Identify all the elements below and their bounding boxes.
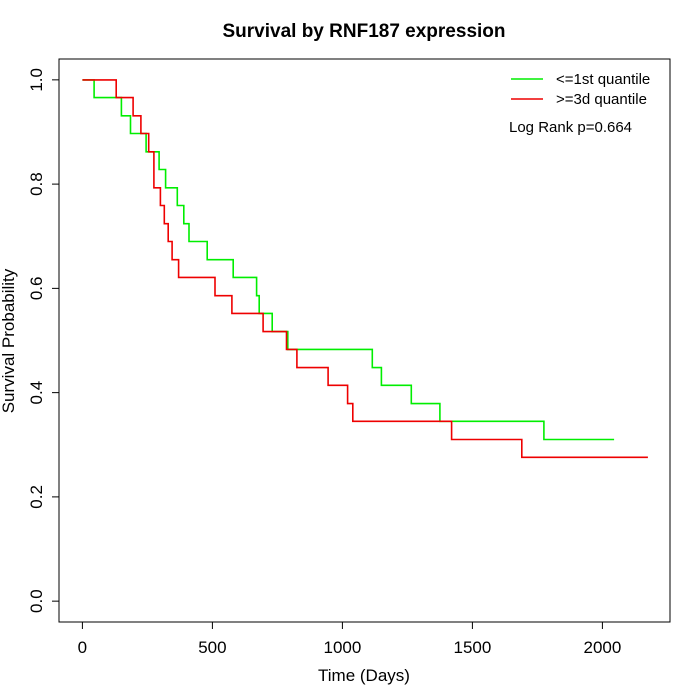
legend-label: >=3d quantile: [556, 91, 647, 108]
series-layer: [82, 79, 648, 459]
legend: <=1st quantile >=3d quantile: [511, 71, 650, 108]
y-axis: 0.0 0.2 0.4 0.6 0.8 1.0: [27, 68, 60, 613]
x-axis: 0 500 1000 1500 2000: [78, 621, 621, 657]
chart-title: Survival by RNF187 expression: [222, 21, 505, 42]
y-tick-label: 0.8: [27, 172, 46, 196]
x-tick-label: 1500: [453, 638, 491, 657]
x-axis-label: Time (Days): [318, 666, 410, 685]
log-rank-annotation: Log Rank p=0.664: [509, 119, 632, 136]
y-axis-label: Survival Probability: [0, 268, 18, 413]
y-tick-label: 0.0: [27, 589, 46, 613]
y-tick-label: 0.2: [27, 485, 46, 509]
x-tick-label: 2000: [583, 638, 621, 657]
legend-label: <=1st quantile: [556, 71, 650, 88]
y-tick-label: 0.4: [27, 381, 46, 405]
series-line-2: [82, 79, 648, 459]
y-tick-label: 0.6: [27, 277, 46, 301]
x-tick-label: 1000: [323, 638, 361, 657]
y-tick-label: 1.0: [27, 68, 46, 92]
plot-frame: [58, 58, 671, 623]
x-tick-label: 0: [78, 638, 87, 657]
x-tick-label: 500: [198, 638, 226, 657]
